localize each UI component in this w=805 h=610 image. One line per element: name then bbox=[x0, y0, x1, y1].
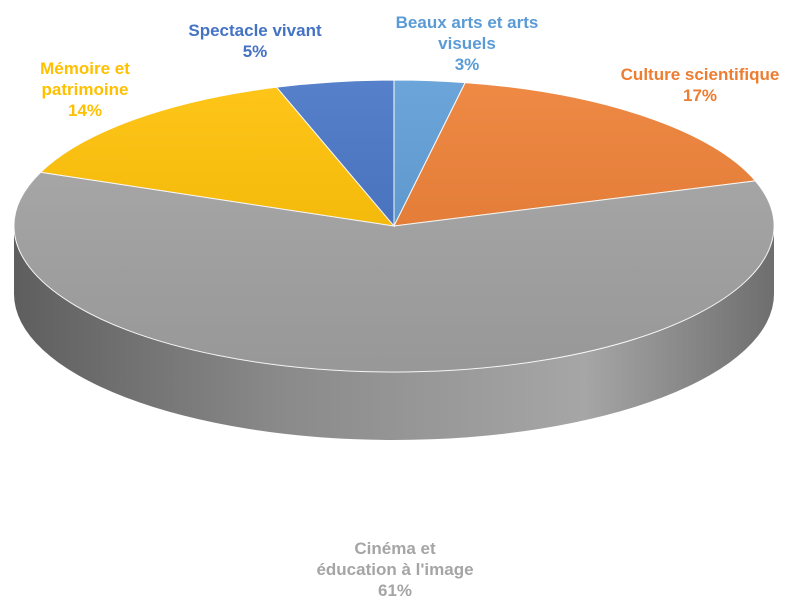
data-label-name: Beaux arts et arts visuels bbox=[395, 13, 539, 53]
data-label-name: Mémoire et patrimoine bbox=[40, 59, 130, 99]
data-label-4: Spectacle vivant 5% bbox=[170, 20, 340, 62]
data-label-name: Cinéma et éducation à l'image bbox=[316, 539, 474, 579]
data-label-name: Spectacle vivant bbox=[188, 21, 322, 40]
pie-side-wall bbox=[14, 226, 774, 440]
data-label-2: Cinéma et éducation à l'image 61% bbox=[290, 538, 500, 601]
data-label-percent: 5% bbox=[242, 42, 268, 61]
pie-top-shading bbox=[14, 80, 774, 372]
data-label-percent: 3% bbox=[454, 55, 480, 74]
data-label-percent: 14% bbox=[67, 101, 103, 120]
data-label-0: Beaux arts et arts visuels 3% bbox=[372, 12, 562, 75]
data-label-name: Culture scientifique bbox=[620, 65, 780, 84]
data-label-3: Mémoire et patrimoine 14% bbox=[10, 58, 160, 121]
data-label-percent: 17% bbox=[682, 86, 718, 105]
data-label-percent: 61% bbox=[377, 581, 413, 600]
data-label-1: Culture scientifique 17% bbox=[605, 64, 795, 106]
